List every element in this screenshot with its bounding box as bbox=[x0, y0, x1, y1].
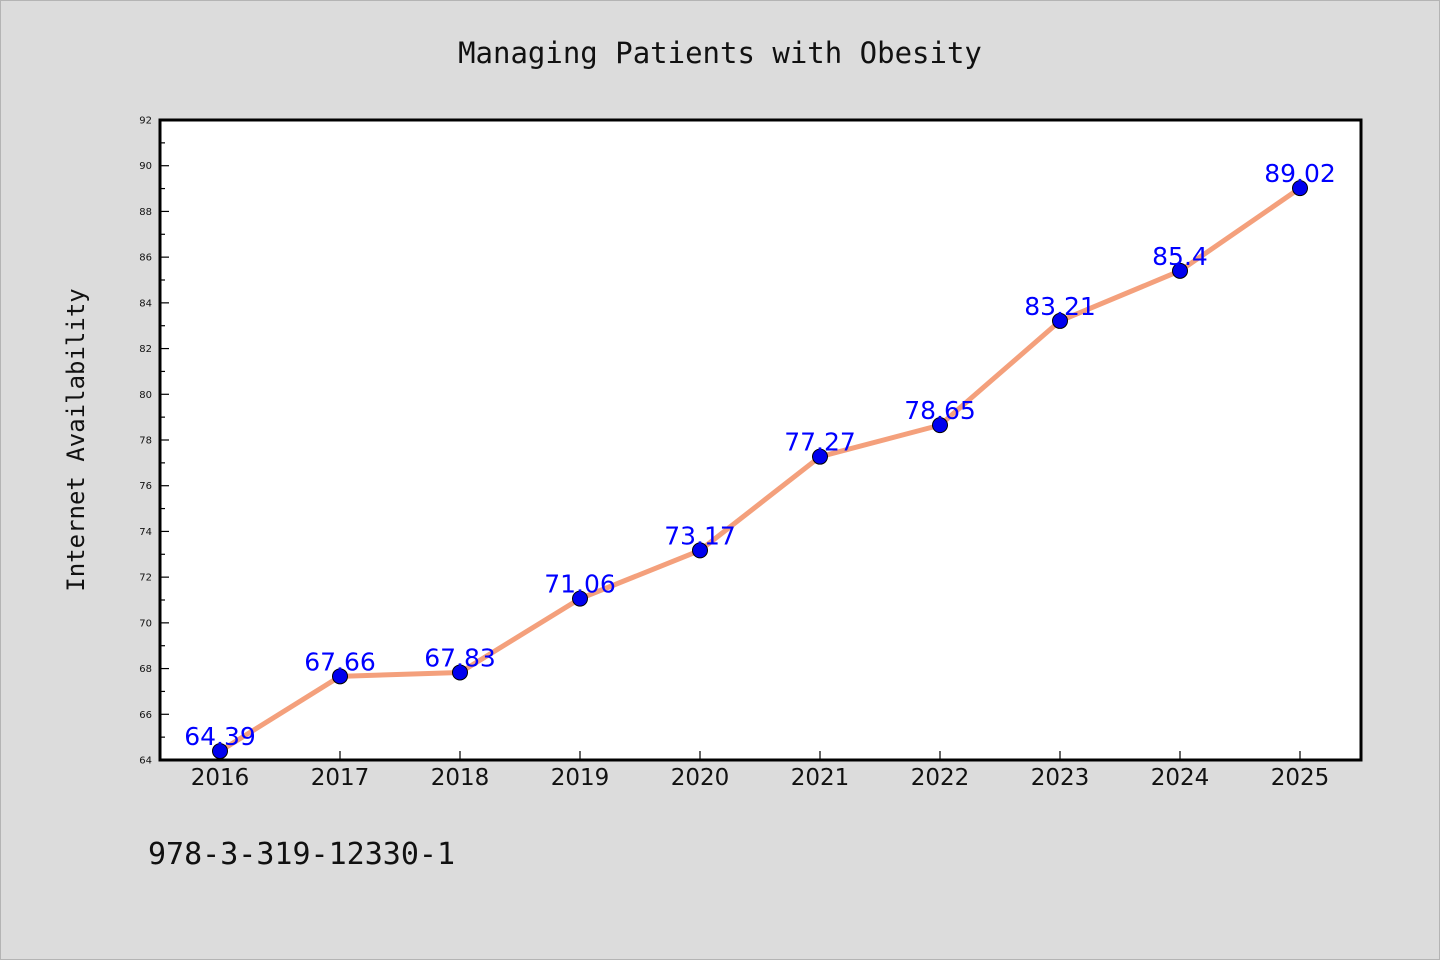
data-point bbox=[212, 743, 228, 760]
x-tick-label: 2023 bbox=[1031, 765, 1090, 791]
data-label: 71.06 bbox=[544, 570, 616, 599]
y-tick-label: 82 bbox=[139, 344, 152, 355]
y-tick-label: 64 bbox=[139, 756, 152, 767]
y-tick-label: 80 bbox=[139, 390, 152, 401]
series-line bbox=[217, 185, 1303, 754]
x-tick-label: 2019 bbox=[551, 765, 610, 791]
x-tick-label: 2022 bbox=[911, 765, 970, 791]
data-label: 77.27 bbox=[784, 428, 856, 457]
x-tick-label: 2024 bbox=[1151, 765, 1210, 791]
y-tick-label: 84 bbox=[139, 298, 152, 309]
data-point bbox=[692, 542, 708, 559]
x-tick-label: 2020 bbox=[671, 765, 730, 791]
y-tick-label: 92 bbox=[139, 116, 152, 127]
data-point bbox=[812, 448, 828, 465]
series-markers bbox=[212, 180, 1308, 760]
isbn-label: 978-3-319-12330-1 bbox=[148, 837, 455, 872]
y-tick-label: 74 bbox=[139, 527, 152, 538]
chart-title: Managing Patients with Obesity bbox=[458, 36, 982, 70]
data-point bbox=[1172, 262, 1188, 279]
y-tick-label: 66 bbox=[139, 710, 152, 721]
data-label: 67.83 bbox=[424, 643, 496, 672]
x-axis: 2016 2017 2018 2019 2020 2021 2022 2023 2024 2025 bbox=[191, 751, 1330, 791]
data-point bbox=[452, 664, 468, 681]
data-label: 67.66 bbox=[304, 647, 376, 676]
y-tick-label: 88 bbox=[139, 207, 152, 218]
data-label: 73.17 bbox=[664, 521, 736, 550]
data-point bbox=[332, 668, 348, 685]
data-point bbox=[1052, 312, 1068, 329]
x-tick-label: 2021 bbox=[791, 765, 850, 791]
y-tick-label: 78 bbox=[139, 436, 152, 447]
y-tick-label: 76 bbox=[139, 481, 152, 492]
data-point bbox=[572, 590, 588, 607]
data-label: 78.65 bbox=[904, 396, 976, 425]
x-tick-label: 2018 bbox=[431, 765, 490, 791]
data-point bbox=[1292, 180, 1308, 197]
x-tick-label: 2016 bbox=[191, 765, 250, 791]
data-label: 64.39 bbox=[184, 722, 256, 751]
y-tick-label: 86 bbox=[139, 253, 152, 264]
data-label: 89.02 bbox=[1264, 159, 1336, 188]
x-tick-label: 2025 bbox=[1271, 765, 1330, 791]
y-axis: 64 66 68 70 72 74 76 78 80 82 84 86 88 90 92 bbox=[139, 116, 169, 767]
y-tick-label: 90 bbox=[139, 161, 152, 172]
plot-area bbox=[158, 118, 1363, 762]
data-point bbox=[932, 417, 948, 434]
y-tick-label: 70 bbox=[139, 618, 152, 629]
data-label: 85.4 bbox=[1152, 242, 1208, 271]
y-tick-label: 72 bbox=[139, 573, 152, 584]
y-tick-label: 68 bbox=[139, 664, 152, 675]
data-labels: 64.39 67.66 67.83 71.06 73.17 77.27 78.65 83.21… bbox=[184, 159, 1336, 751]
data-label: 83.21 bbox=[1024, 292, 1096, 321]
y-axis-label: Internet Availability bbox=[62, 288, 90, 591]
x-tick-label: 2017 bbox=[311, 765, 370, 791]
